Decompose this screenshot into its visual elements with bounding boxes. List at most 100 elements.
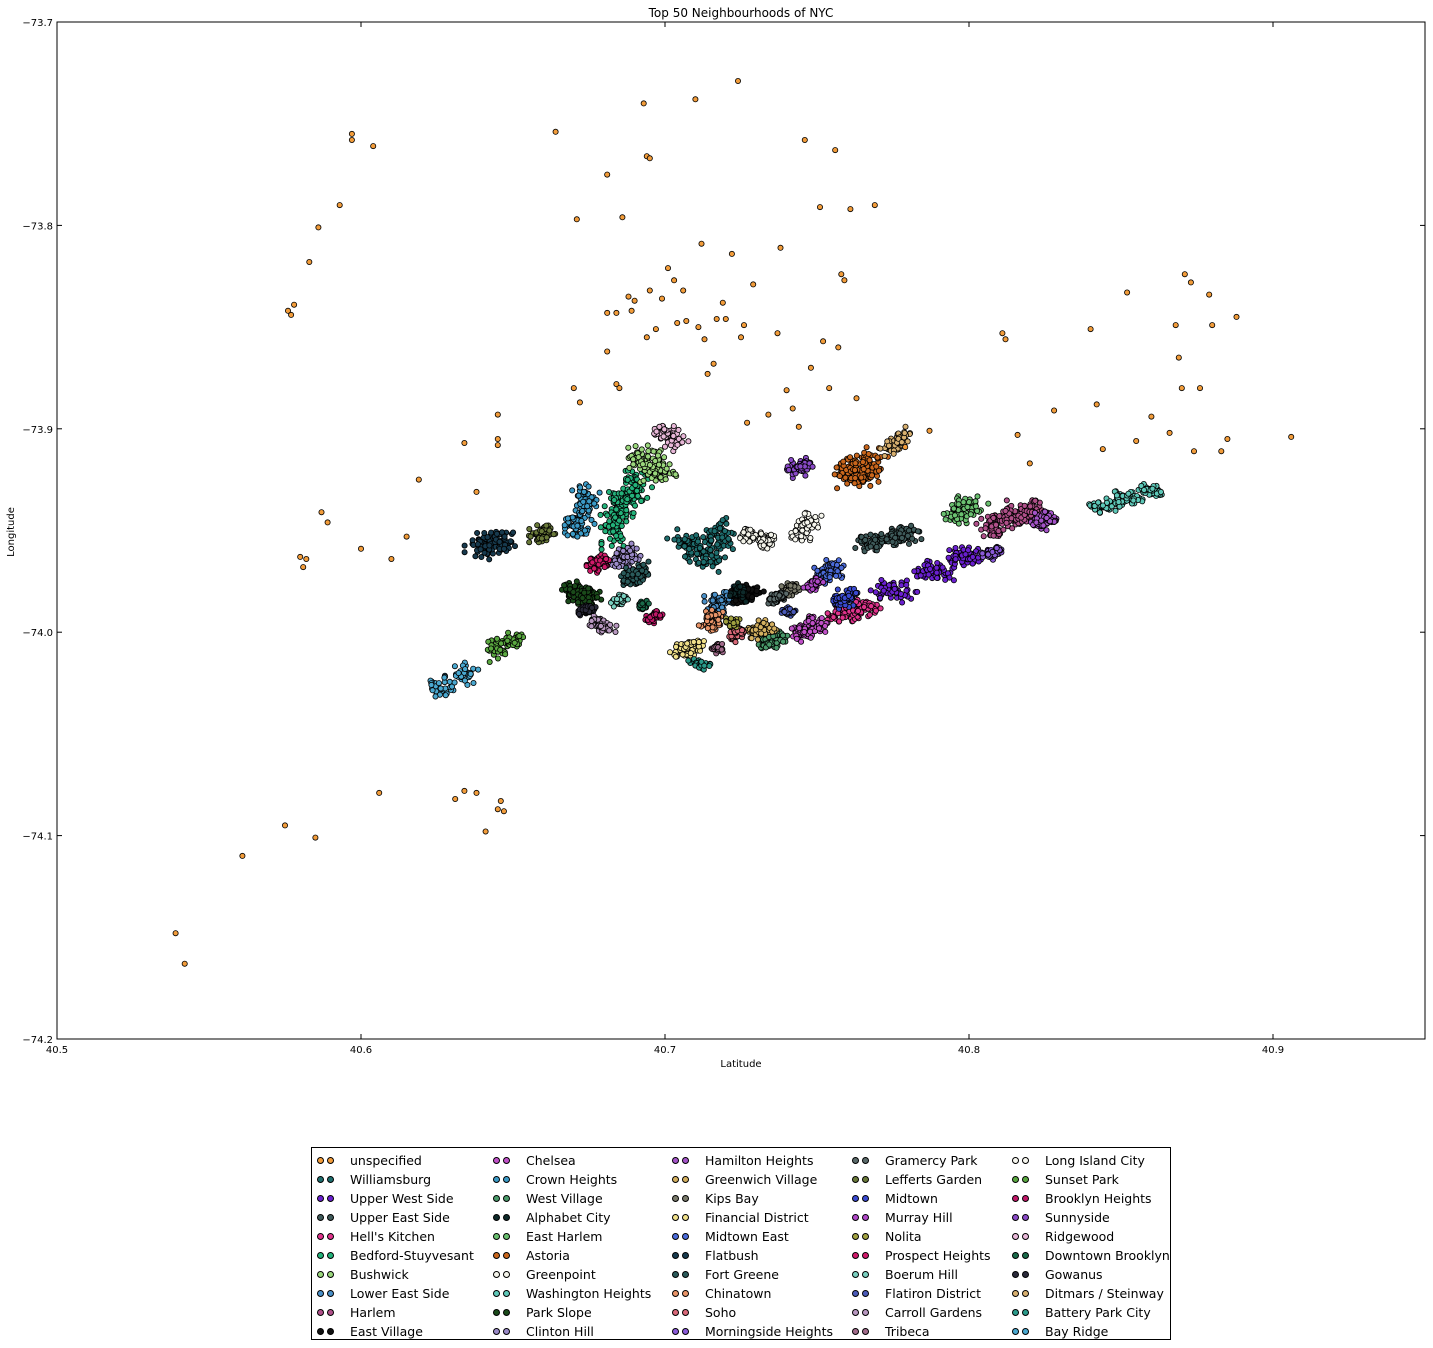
legend-label: Brooklyn Heights	[1045, 1191, 1152, 1206]
y-tick-label: −74.2	[22, 1035, 53, 1046]
legend-label: Tribeca	[885, 1324, 930, 1339]
data-point-bushwick	[655, 452, 662, 459]
data-point-clinton-hill	[613, 550, 620, 557]
legend-marker	[672, 1156, 692, 1166]
data-point-williamsburg	[686, 558, 693, 565]
data-point-fort-greene	[645, 558, 652, 565]
legend-marker	[493, 1270, 513, 1280]
data-point-unspecified	[482, 828, 489, 835]
legend-label: West Village	[526, 1191, 603, 1206]
data-point-crown-heights	[564, 515, 571, 522]
data-point-bay-ridge	[455, 670, 462, 677]
legend-marker	[672, 1232, 692, 1242]
legend-entry: Chelsea	[488, 1151, 651, 1170]
data-point-bay-ridge	[475, 666, 482, 673]
data-point-crown-heights	[591, 500, 598, 507]
data-point-chelsea	[788, 625, 795, 632]
data-point-west-village	[773, 644, 780, 651]
data-point-williamsburg	[681, 536, 688, 543]
legend-entry: Prospect Heights	[847, 1246, 991, 1265]
y-tick-label: −74.1	[22, 832, 53, 843]
legend-label: Flatbush	[705, 1248, 759, 1263]
data-point-battery-park-city	[685, 657, 692, 664]
legend-marker	[672, 1251, 692, 1261]
data-point-lower-east-side	[711, 591, 718, 598]
data-point-crown-heights	[574, 533, 581, 540]
data-point-unspecified	[239, 852, 246, 859]
legend-label: Morningside Heights	[705, 1324, 834, 1339]
legend-entry: Boerum Hill	[847, 1265, 991, 1284]
legend-marker	[1012, 1232, 1032, 1242]
legend-label: Alphabet City	[526, 1210, 611, 1225]
data-point-bay-ridge	[437, 685, 444, 692]
data-point-unspecified	[1026, 460, 1033, 467]
data-point-east-village	[753, 588, 760, 595]
data-point-unspecified	[336, 202, 343, 209]
data-point-hell-s-kitchen	[839, 614, 846, 621]
data-point-ridgewood	[670, 432, 677, 439]
data-point-unspecified	[1172, 322, 1179, 329]
data-point-ridgewood	[675, 426, 682, 433]
y-axis-label: Longitude	[6, 507, 17, 557]
y-tick-label: −74.0	[22, 628, 53, 639]
data-point-astoria	[833, 464, 840, 471]
data-point-bay-ridge	[428, 681, 435, 688]
data-point-fort-greene	[635, 571, 642, 578]
legend-entry: Carroll Gardens	[847, 1303, 991, 1322]
legend-entry: Battery Park City	[1007, 1303, 1170, 1322]
data-point-bay-ridge	[446, 678, 453, 685]
data-point-unspecified	[494, 442, 501, 449]
data-point-east-village	[749, 594, 756, 601]
legend-entry: Midtown	[847, 1189, 991, 1208]
data-point-bedford-stuyvesant	[604, 512, 611, 519]
data-point-unspecified	[750, 281, 757, 288]
data-point-hell-s-kitchen	[855, 607, 862, 614]
data-point-greenpoint	[750, 534, 757, 541]
data-point-battery-park-city	[706, 663, 713, 670]
legend-label: Carroll Gardens	[885, 1305, 983, 1320]
data-point-park-slope	[581, 589, 588, 596]
data-point-upper-west-side	[952, 545, 959, 552]
data-point-bushwick	[652, 470, 659, 477]
data-point-unspecified	[795, 423, 802, 430]
legend-entry: Nolita	[847, 1227, 991, 1246]
data-point-williamsburg	[700, 534, 707, 541]
data-point-upper-west-side	[952, 556, 959, 563]
data-point-unspecified	[643, 334, 650, 341]
data-point-bedford-stuyvesant	[623, 518, 630, 525]
data-point-unspecified	[348, 136, 355, 143]
data-point-crown-heights	[581, 488, 588, 495]
legend-marker	[1012, 1194, 1032, 1204]
data-point-unspecified	[801, 136, 808, 143]
legend-entry: Greenwich Village	[667, 1170, 833, 1189]
data-point-harlem	[1009, 525, 1016, 532]
data-point-unspecified	[719, 299, 726, 306]
data-point-williamsburg	[721, 528, 728, 535]
data-point-east-harlem	[940, 510, 947, 517]
data-point-unspecified	[783, 387, 790, 394]
data-point-east-village	[760, 588, 767, 595]
legend-label: Financial District	[705, 1210, 809, 1225]
data-point-unspecified	[671, 277, 678, 284]
data-point-ridgewood	[662, 443, 669, 450]
data-point-carroll-gardens	[588, 623, 595, 630]
data-point-bedford-stuyvesant	[634, 492, 641, 499]
data-point-boerum-hill	[620, 593, 627, 600]
data-point-unspecified	[497, 798, 504, 805]
data-point-long-island-city	[801, 510, 808, 517]
data-point-upper-west-side	[903, 581, 910, 588]
data-point-astoria	[840, 458, 847, 465]
data-point-unspecified	[680, 287, 687, 294]
legend-marker	[1012, 1308, 1032, 1318]
legend-entry: Sunnyside	[1007, 1208, 1170, 1227]
data-points	[172, 78, 1295, 967]
data-point-unspecified	[303, 556, 310, 563]
data-point-ridgewood	[674, 441, 681, 448]
data-point-bushwick	[666, 461, 673, 468]
data-point-sunset-park	[488, 645, 495, 652]
legend-label: Ditmars / Steinway	[1045, 1286, 1164, 1301]
data-point-east-harlem	[951, 512, 958, 519]
data-point-unspecified	[640, 100, 647, 107]
data-point-upper-west-side	[969, 553, 976, 560]
data-point-williamsburg	[719, 517, 726, 524]
